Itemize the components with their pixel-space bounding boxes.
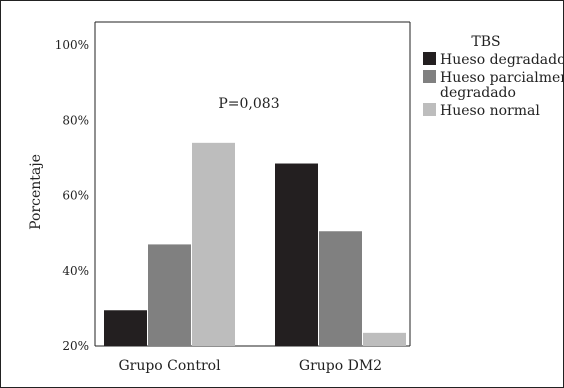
y-tick-label: 100%: [55, 38, 89, 52]
bar: [363, 332, 406, 346]
legend-swatch: [423, 70, 436, 83]
plot-area: 20% 40% 60% 80% 100% Grupo Control Grupo DM2: [55, 21, 411, 374]
y-ticks: 20% 40% 60% 80% 100%: [55, 38, 89, 353]
y-tick-label: 60%: [62, 189, 89, 203]
legend-label: Hueso degradado: [440, 52, 564, 68]
y-tick-label: 40%: [62, 264, 89, 278]
y-tick-label: 20%: [62, 339, 89, 353]
x-tick-labels: Grupo Control Grupo DM2: [118, 358, 382, 374]
bars: [104, 142, 406, 346]
p-value-annotation: P=0,083: [218, 96, 279, 112]
legend-label: Hueso normal: [440, 103, 540, 119]
legend-label: Hueso parcialmente: [440, 70, 564, 86]
bar: [275, 163, 318, 346]
legend-title: TBS: [471, 34, 500, 50]
bar: [319, 231, 362, 346]
bar: [148, 244, 191, 346]
legend-swatch: [423, 52, 436, 65]
legend-label: degradado: [440, 85, 516, 101]
bar: [192, 142, 235, 346]
legend: TBS Hueso degradado Hueso parcialmentedeg…: [423, 34, 564, 119]
y-tick-label: 80%: [62, 113, 89, 127]
y-axis-title: Porcentaje: [28, 154, 44, 230]
x-tick-label: Grupo DM2: [299, 358, 382, 374]
bar: [104, 310, 147, 346]
legend-swatch: [423, 103, 436, 116]
x-tick-label: Grupo Control: [118, 358, 221, 374]
